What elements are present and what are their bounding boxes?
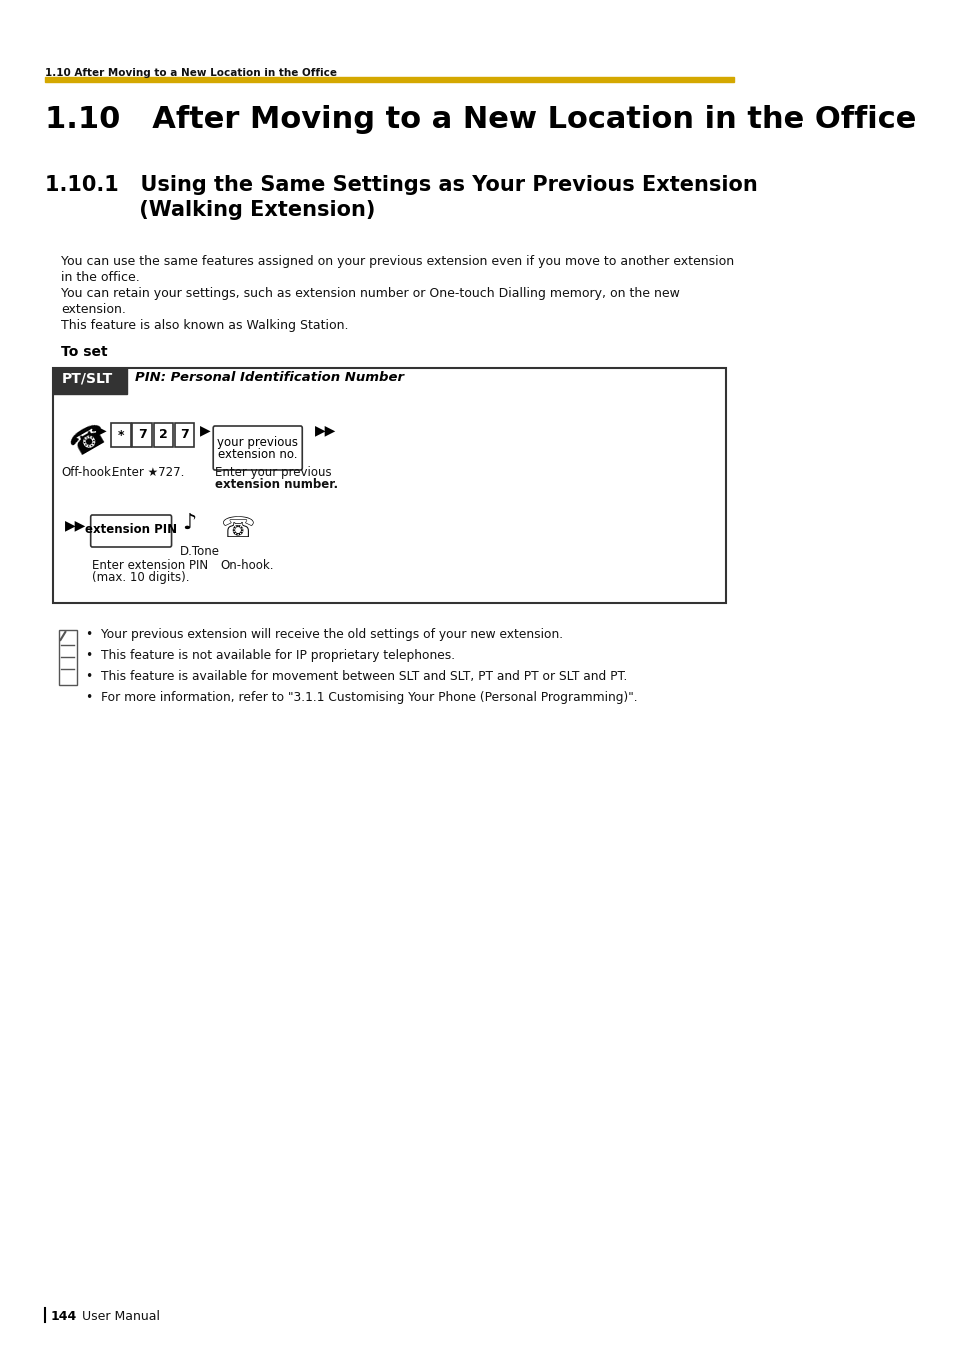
Text: 7: 7	[180, 428, 189, 442]
Text: Enter your previous: Enter your previous	[214, 466, 331, 480]
Text: User Manual: User Manual	[82, 1310, 159, 1323]
FancyBboxPatch shape	[174, 423, 194, 447]
Text: Off-hook.: Off-hook.	[61, 466, 114, 480]
FancyBboxPatch shape	[153, 423, 173, 447]
Text: Enter extension PIN: Enter extension PIN	[92, 559, 208, 571]
Text: ▶: ▶	[95, 423, 106, 436]
Text: •  Your previous extension will receive the old settings of your new extension.: • Your previous extension will receive t…	[86, 628, 562, 640]
Text: •  For more information, refer to "3.1.1 Customising Your Phone (Personal Progra: • For more information, refer to "3.1.1 …	[86, 690, 637, 704]
Text: extension number.: extension number.	[214, 478, 337, 490]
Text: You can use the same features assigned on your previous extension even if you mo: You can use the same features assigned o…	[61, 255, 734, 267]
Text: •  This feature is not available for IP proprietary telephones.: • This feature is not available for IP p…	[86, 648, 455, 662]
Text: (Walking Extension): (Walking Extension)	[45, 200, 375, 220]
Text: This feature is also known as Walking Station.: This feature is also known as Walking St…	[61, 319, 349, 332]
Text: 144: 144	[51, 1310, 77, 1323]
FancyBboxPatch shape	[132, 423, 152, 447]
FancyBboxPatch shape	[213, 426, 302, 470]
Text: extension no.: extension no.	[217, 449, 296, 461]
Text: PT/SLT: PT/SLT	[61, 372, 112, 385]
Text: ♪: ♪	[182, 513, 196, 534]
Text: your previous: your previous	[216, 436, 297, 449]
Text: 1.10 After Moving to a New Location in the Office: 1.10 After Moving to a New Location in t…	[45, 68, 336, 78]
Text: PIN: Personal Identification Number: PIN: Personal Identification Number	[134, 372, 403, 384]
Text: Enter ★727.: Enter ★727.	[112, 466, 184, 480]
Text: 2: 2	[159, 428, 168, 442]
Text: To set: To set	[61, 345, 108, 359]
FancyBboxPatch shape	[111, 423, 131, 447]
Text: ▶▶: ▶▶	[66, 517, 87, 532]
Text: You can retain your settings, such as extension number or One-touch Dialling mem: You can retain your settings, such as ex…	[61, 286, 679, 300]
Text: ▶: ▶	[200, 423, 211, 436]
FancyBboxPatch shape	[53, 367, 725, 603]
Text: 1.10.1   Using the Same Settings as Your Previous Extension: 1.10.1 Using the Same Settings as Your P…	[45, 176, 757, 195]
Text: extension.: extension.	[61, 303, 126, 316]
Bar	[45, 77, 734, 82]
Text: in the office.: in the office.	[61, 272, 140, 284]
Text: extension PIN: extension PIN	[85, 523, 176, 536]
Bar	[53, 367, 127, 394]
Text: ▶▶: ▶▶	[314, 423, 335, 436]
FancyBboxPatch shape	[59, 630, 76, 685]
Text: (max. 10 digits).: (max. 10 digits).	[92, 571, 190, 584]
Text: ☎: ☎	[66, 417, 112, 462]
Text: ☏: ☏	[220, 515, 255, 543]
Text: 1.10   After Moving to a New Location in the Office: 1.10 After Moving to a New Location in t…	[45, 105, 915, 134]
Text: •  This feature is available for movement between SLT and SLT, PT and PT or SLT : • This feature is available for movement…	[86, 670, 626, 684]
Text: 7: 7	[137, 428, 147, 442]
FancyBboxPatch shape	[91, 515, 172, 547]
Text: On-hook.: On-hook.	[220, 559, 274, 571]
Text: *: *	[117, 428, 124, 442]
Text: D.Tone: D.Tone	[179, 544, 219, 558]
